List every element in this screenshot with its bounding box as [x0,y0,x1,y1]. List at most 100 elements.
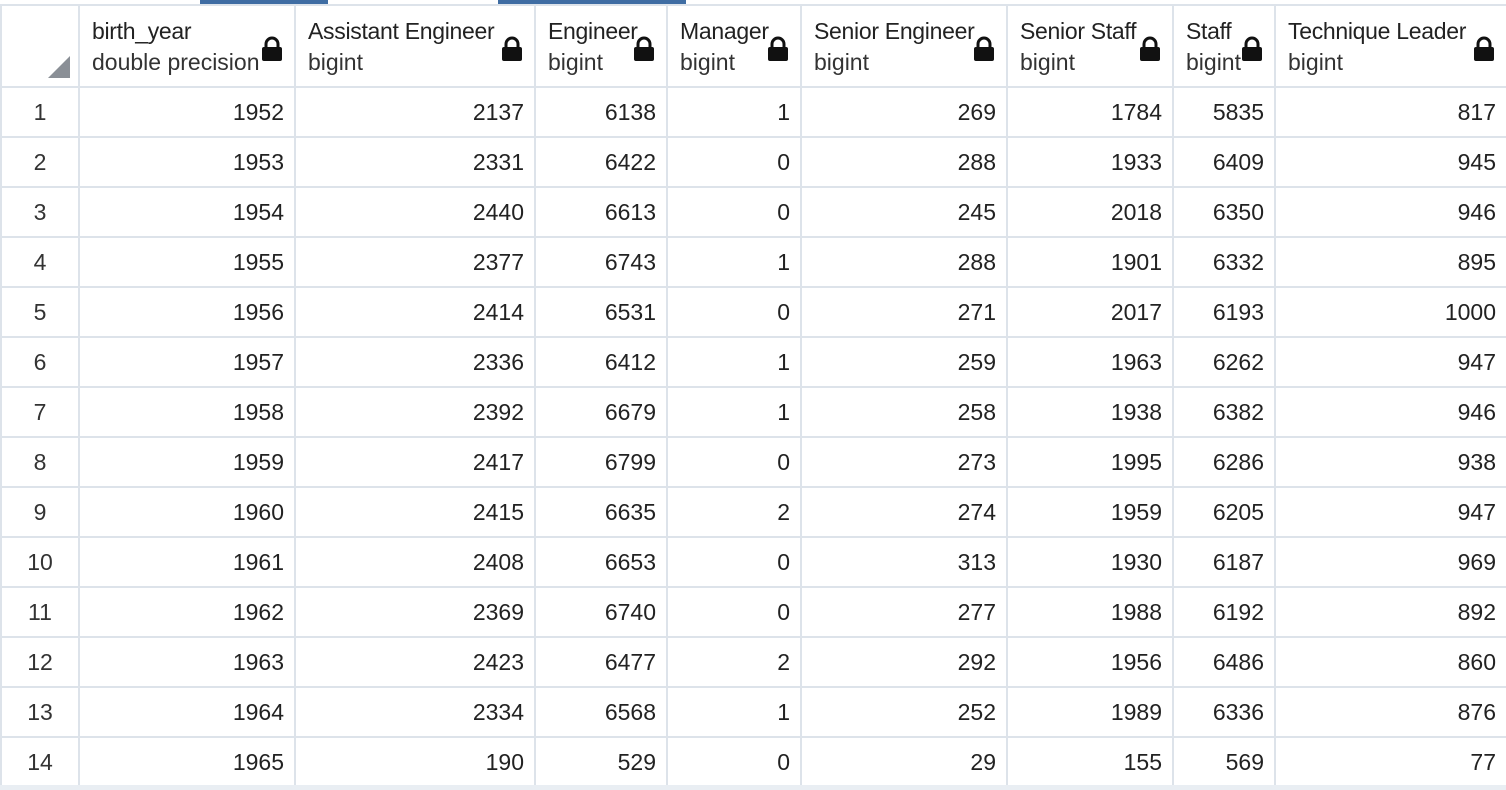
table-cell[interactable]: 6187 [1172,536,1276,588]
table-cell[interactable]: 860 [1274,636,1506,688]
table-cell[interactable]: 1 [666,386,802,438]
table-row[interactable]: 8 1959 2417 6799 0 273 1995 6286 938 [0,436,1506,488]
table-cell[interactable]: 5835 [1172,86,1276,138]
table-cell[interactable]: 1 [666,86,802,138]
table-cell[interactable]: 1 [666,336,802,388]
table-cell[interactable]: 2417 [294,436,536,488]
column-header[interactable]: Senior Staff bigint [1006,4,1174,88]
table-row[interactable]: 3 1954 2440 6613 0 245 2018 6350 946 [0,186,1506,238]
table-cell[interactable]: 6409 [1172,136,1276,188]
select-all-corner[interactable] [0,4,80,88]
column-header[interactable]: Staff bigint [1172,4,1276,88]
table-cell[interactable]: 2 [666,636,802,688]
table-cell[interactable]: 946 [1274,186,1506,238]
column-header[interactable]: Manager bigint [666,4,802,88]
row-number[interactable]: 9 [0,486,80,538]
table-cell[interactable]: 271 [800,286,1008,338]
table-cell[interactable]: 817 [1274,86,1506,138]
table-cell[interactable]: 1956 [1006,636,1174,688]
table-cell[interactable]: 259 [800,336,1008,388]
table-cell[interactable]: 6486 [1172,636,1276,688]
table-cell[interactable]: 2440 [294,186,536,238]
table-row[interactable]: 12 1963 2423 6477 2 292 1956 6486 860 [0,636,1506,688]
table-cell[interactable]: 6635 [534,486,668,538]
row-number[interactable]: 12 [0,636,80,688]
table-cell[interactable]: 2377 [294,236,536,288]
table-row[interactable]: 9 1960 2415 6635 2 274 1959 6205 947 [0,486,1506,538]
table-cell[interactable]: 292 [800,636,1008,688]
table-cell[interactable]: 29 [800,736,1008,788]
table-cell[interactable]: 2415 [294,486,536,538]
table-cell[interactable]: 1954 [78,186,296,238]
table-cell[interactable]: 1938 [1006,386,1174,438]
table-cell[interactable]: 6477 [534,636,668,688]
row-number[interactable]: 6 [0,336,80,388]
table-cell[interactable]: 2423 [294,636,536,688]
table-cell[interactable]: 6531 [534,286,668,338]
column-header[interactable]: Engineer bigint [534,4,668,88]
table-cell[interactable]: 269 [800,86,1008,138]
table-cell[interactable]: 946 [1274,386,1506,438]
table-cell[interactable]: 1 [666,686,802,738]
table-cell[interactable]: 6262 [1172,336,1276,388]
table-cell[interactable]: 2408 [294,536,536,588]
table-cell[interactable]: 947 [1274,336,1506,388]
row-number[interactable]: 5 [0,286,80,338]
table-cell[interactable]: 947 [1274,486,1506,538]
table-cell[interactable]: 945 [1274,136,1506,188]
table-row[interactable]: 11 1962 2369 6740 0 277 1988 6192 892 [0,586,1506,638]
table-cell[interactable]: 2018 [1006,186,1174,238]
table-cell[interactable]: 6743 [534,236,668,288]
row-number[interactable]: 1 [0,86,80,138]
table-cell[interactable]: 969 [1274,536,1506,588]
table-cell[interactable]: 2414 [294,286,536,338]
table-cell[interactable]: 1959 [1006,486,1174,538]
row-number[interactable]: 13 [0,686,80,738]
table-row[interactable]: 14 1965 190 529 0 29 155 569 77 [0,736,1506,788]
table-cell[interactable]: 274 [800,486,1008,538]
row-number[interactable]: 4 [0,236,80,288]
row-number[interactable]: 14 [0,736,80,788]
table-cell[interactable]: 1957 [78,336,296,388]
table-cell[interactable]: 0 [666,736,802,788]
table-cell[interactable]: 6332 [1172,236,1276,288]
table-cell[interactable]: 6336 [1172,686,1276,738]
table-cell[interactable]: 6422 [534,136,668,188]
table-cell[interactable]: 1958 [78,386,296,438]
table-cell[interactable]: 252 [800,686,1008,738]
table-cell[interactable]: 2392 [294,386,536,438]
table-cell[interactable]: 0 [666,186,802,238]
table-cell[interactable]: 190 [294,736,536,788]
table-cell[interactable]: 77 [1274,736,1506,788]
table-cell[interactable]: 0 [666,536,802,588]
table-row[interactable]: 10 1961 2408 6653 0 313 1930 6187 969 [0,536,1506,588]
table-cell[interactable]: 6568 [534,686,668,738]
table-cell[interactable]: 6799 [534,436,668,488]
table-cell[interactable]: 1953 [78,136,296,188]
table-cell[interactable]: 1901 [1006,236,1174,288]
table-cell[interactable]: 2017 [1006,286,1174,338]
table-cell[interactable]: 0 [666,586,802,638]
row-number[interactable]: 10 [0,536,80,588]
row-number[interactable]: 3 [0,186,80,238]
table-cell[interactable]: 1 [666,236,802,288]
table-cell[interactable]: 1959 [78,436,296,488]
row-number[interactable]: 7 [0,386,80,438]
table-cell[interactable]: 6740 [534,586,668,638]
table-cell[interactable]: 1988 [1006,586,1174,638]
table-cell[interactable]: 0 [666,286,802,338]
table-cell[interactable]: 1961 [78,536,296,588]
select-all-corner-icon[interactable] [48,56,70,78]
table-cell[interactable]: 1963 [78,636,296,688]
table-cell[interactable]: 6286 [1172,436,1276,488]
table-cell[interactable]: 2137 [294,86,536,138]
table-cell[interactable]: 6613 [534,186,668,238]
table-cell[interactable]: 6350 [1172,186,1276,238]
table-cell[interactable]: 569 [1172,736,1276,788]
table-cell[interactable]: 1965 [78,736,296,788]
column-header[interactable]: Senior Engineer bigint [800,4,1008,88]
table-cell[interactable]: 1962 [78,586,296,638]
table-cell[interactable]: 0 [666,136,802,188]
column-header[interactable]: Technique Leader bigint [1274,4,1506,88]
table-cell[interactable]: 2334 [294,686,536,738]
